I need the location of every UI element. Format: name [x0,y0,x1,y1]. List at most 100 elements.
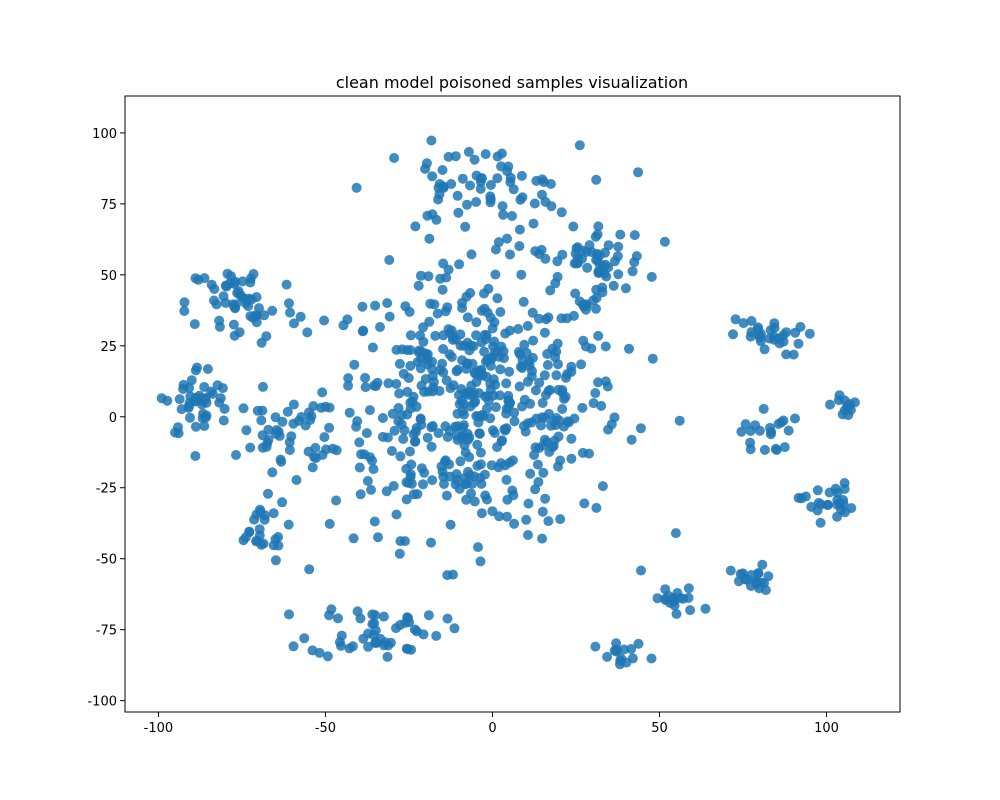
scatter-point [514,241,525,252]
scatter-point [263,488,273,499]
scatter-point [824,487,835,498]
scatter-point [516,170,527,181]
scatter-point [226,271,236,282]
scatter-point [258,381,268,392]
scatter-point [270,555,281,566]
scatter-point [324,518,335,529]
scatter-point [371,637,382,648]
scatter-point [759,578,769,589]
scatter-point [194,390,205,401]
scatter-point [521,514,532,525]
scatter-point [580,304,591,315]
scatter-point [363,628,374,639]
scatter-point [586,343,597,354]
scatter-point [240,532,251,543]
scatter-point [245,442,256,453]
scatter-point [348,533,359,544]
scatter-point [495,364,506,375]
scatter-points [156,135,860,670]
scatter-point [405,397,416,408]
scatter-point [367,342,378,353]
scatter-point [746,327,757,338]
scatter-point [410,426,421,437]
scatter-point [647,353,658,364]
scatter-point [568,310,579,321]
scatter-point [461,291,472,302]
scatter-point [355,489,366,500]
scatter-point [633,167,644,178]
scatter-point [540,493,551,504]
scatter-point [176,404,187,415]
scatter-point [593,221,604,232]
scatter-point [496,148,507,159]
scatter-point [268,508,279,519]
scatter-point [288,641,299,652]
scatter-point [497,201,508,212]
scatter-point [384,311,395,322]
x-tick-label: -100 [144,721,174,736]
scatter-point [471,330,482,341]
scatter-point [352,606,363,617]
scatter-point [398,434,409,444]
scatter-point [539,370,550,381]
scatter-point [793,492,804,503]
scatter-point [261,441,272,452]
scatter-point [440,455,451,466]
scatter-point [394,358,405,369]
scatter-point [492,293,503,304]
scatter-point [485,379,496,389]
scatter-point [507,211,517,221]
scatter-point [758,403,769,414]
scatter-point [344,407,355,418]
scatter-point [423,271,434,282]
scatter-point [375,322,385,332]
scatter-point [319,432,330,443]
scatter-point [487,506,498,517]
y-tick-label: 50 [100,269,117,284]
scatter-point [451,430,462,441]
scatter-point [295,311,306,322]
scatter-point [438,330,449,341]
scatter-point [382,651,393,662]
scatter-point [289,318,299,329]
scatter-point [193,274,204,285]
scatter-point [543,386,554,396]
scatter-point [419,387,430,397]
scatter-point [815,517,826,528]
scatter-point [579,498,590,509]
scatter-point [611,638,622,649]
scatter-point [543,516,554,527]
scatter-point [671,608,682,619]
scatter-point [596,400,607,411]
plot-frame [124,95,901,713]
scatter-point [624,343,634,354]
scatter-point [485,180,496,190]
scatter-point [728,329,738,340]
scatter-point [454,259,465,270]
scatter-point [496,436,507,447]
scatter-point [405,360,416,371]
scatter-point [472,439,483,450]
scatter-point [576,359,587,370]
scatter-point [652,593,663,604]
scatter-point [474,473,485,483]
scatter-point [504,398,515,409]
scatter-point [229,330,240,341]
scatter-point [284,609,294,620]
scatter-point [509,416,520,427]
scatter-point [267,305,278,316]
scatter-point [389,425,400,436]
scatter-point [541,314,552,325]
scatter-point [493,237,504,248]
scatter-point [324,610,335,621]
scatter-point [450,151,461,162]
scatter-point [277,416,288,427]
scatter-point [413,280,424,291]
scatter-point [471,317,482,328]
scatter-point [383,378,394,389]
scatter-point [539,327,550,338]
scatter-point [555,455,566,466]
scatter-point [424,233,435,244]
scatter-point [370,300,381,311]
scatter-point [570,288,581,299]
